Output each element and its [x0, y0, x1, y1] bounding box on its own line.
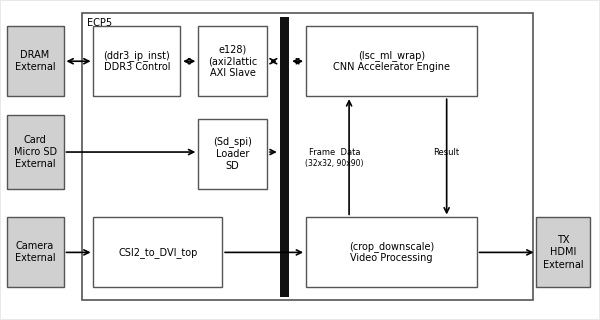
Bar — [198, 119, 267, 189]
Text: CNN Accelerator Engine: CNN Accelerator Engine — [333, 62, 450, 72]
Text: Result: Result — [434, 148, 460, 156]
Text: e128): e128) — [218, 44, 247, 54]
Text: AXI Slave: AXI Slave — [210, 68, 256, 78]
Text: DDR3 Control: DDR3 Control — [104, 62, 170, 72]
Text: ECP5: ECP5 — [88, 18, 113, 28]
Bar — [7, 116, 64, 189]
Text: DRAM: DRAM — [20, 50, 50, 60]
Text: SD: SD — [226, 161, 239, 171]
Text: TX: TX — [557, 235, 569, 245]
Bar — [94, 26, 180, 96]
Text: Frame  Data: Frame Data — [309, 148, 361, 156]
Text: Loader: Loader — [216, 148, 250, 159]
Text: Video Processing: Video Processing — [350, 253, 433, 263]
Bar — [82, 13, 533, 300]
Bar — [7, 217, 64, 287]
Text: External: External — [15, 159, 55, 169]
Text: External: External — [543, 260, 584, 269]
Text: Micro SD: Micro SD — [14, 147, 56, 157]
Text: (32x32, 90x90): (32x32, 90x90) — [305, 159, 364, 168]
Text: (Sd_spi): (Sd_spi) — [213, 136, 252, 147]
Bar — [7, 26, 64, 96]
Bar — [536, 217, 590, 287]
Bar — [306, 26, 476, 96]
Bar — [306, 217, 476, 287]
Bar — [198, 26, 267, 96]
Bar — [280, 17, 289, 297]
Text: HDMI: HDMI — [550, 247, 577, 257]
Text: (lsc_ml_wrap): (lsc_ml_wrap) — [358, 50, 425, 60]
Text: Card: Card — [24, 135, 46, 145]
Bar — [94, 217, 222, 287]
Text: (ddr3_ip_inst): (ddr3_ip_inst) — [104, 50, 170, 60]
Text: External: External — [15, 62, 55, 72]
Text: Camera: Camera — [16, 241, 54, 251]
Text: (crop_downscale): (crop_downscale) — [349, 241, 434, 252]
Text: (axi2lattic: (axi2lattic — [208, 56, 257, 66]
Text: CSI2_to_DVI_top: CSI2_to_DVI_top — [118, 247, 197, 258]
Text: External: External — [15, 253, 55, 263]
